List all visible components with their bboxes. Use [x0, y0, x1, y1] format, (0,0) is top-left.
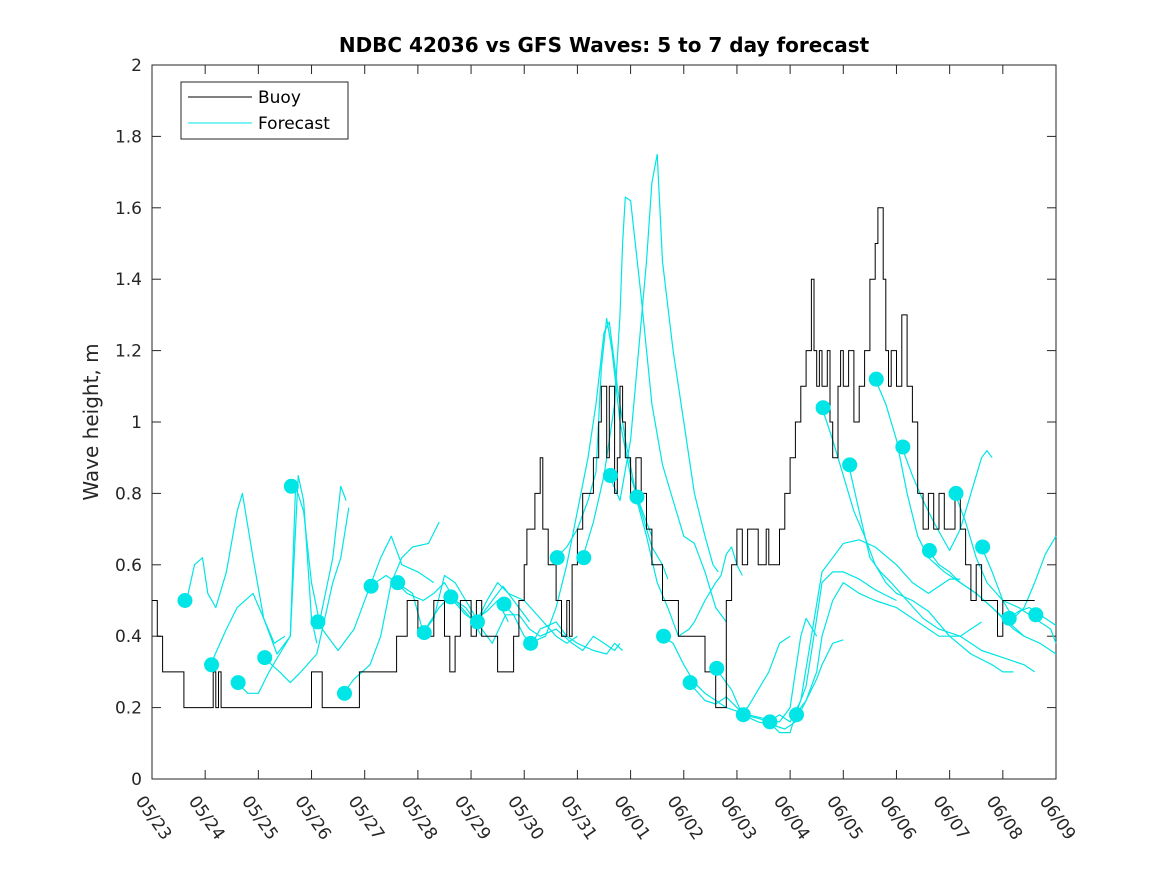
buoy-series-group	[152, 207, 1035, 709]
forecast-marker	[1028, 607, 1044, 623]
forecast-marker	[416, 625, 432, 641]
forecast-marker	[762, 714, 778, 730]
forecast-marker	[602, 468, 618, 484]
forecast-marker	[656, 628, 672, 644]
y-tick-label: 1.4	[115, 270, 142, 290]
forecast-marker	[496, 596, 512, 612]
forecast-marker	[629, 489, 645, 505]
forecast-line	[927, 550, 1057, 655]
forecast-marker	[230, 675, 246, 691]
forecast-marker	[443, 589, 459, 605]
y-tick-label: 0.8	[115, 484, 142, 504]
y-axis-label: Wave height, m	[79, 343, 103, 500]
y-tick-label: 0.2	[115, 699, 142, 719]
chart-title: NDBC 42036 vs GFS Waves: 5 to 7 day fore…	[339, 33, 870, 57]
forecast-marker	[788, 707, 804, 723]
forecast-line	[555, 317, 669, 580]
forecast-marker	[310, 614, 326, 630]
forecast-marker	[735, 707, 751, 723]
forecast-line	[316, 535, 435, 652]
forecast-marker	[682, 675, 698, 691]
forecast-marker	[283, 478, 299, 494]
forecast-marker	[576, 550, 592, 566]
forecast-marker	[842, 457, 858, 473]
y-tick-label: 0.6	[115, 556, 142, 576]
forecast-marker	[921, 543, 937, 559]
forecast-marker	[257, 650, 273, 666]
forecast-line	[981, 535, 1057, 619]
forecast-marker	[363, 578, 379, 594]
y-tick-label: 1.6	[115, 199, 142, 219]
forecast-line	[396, 574, 509, 634]
forecast-markers-group	[177, 371, 1044, 730]
forecast-marker	[177, 593, 193, 608]
y-axis: 0 0.2 0.4 0.6 0.8 1 1.2 1.4 1.6 1.8 2	[115, 56, 1056, 790]
forecast-marker	[709, 660, 725, 676]
forecast-marker	[549, 550, 565, 566]
forecast-marker	[948, 485, 964, 501]
forecast-marker	[895, 439, 911, 455]
legend-label-forecast: Forecast	[258, 114, 330, 134]
y-tick-label: 2	[131, 56, 142, 76]
forecast-marker	[1001, 610, 1017, 626]
forecast-line	[794, 582, 982, 716]
forecast-marker	[204, 657, 220, 673]
forecast-line	[1007, 607, 1057, 626]
forecast-marker	[469, 614, 485, 630]
legend-box	[180, 81, 349, 140]
forecast-marker	[868, 371, 884, 387]
forecast-line	[263, 507, 350, 684]
forecast-marker	[336, 685, 352, 701]
y-tick-label: 1	[131, 413, 142, 433]
y-tick-label: 0.4	[115, 627, 142, 647]
y-tick-label: 1.2	[115, 342, 142, 362]
forecast-line	[635, 496, 743, 637]
y-tick-label: 1.8	[115, 127, 142, 147]
y-tick-label: 0	[131, 770, 142, 790]
forecast-line	[475, 614, 621, 652]
forecast-marker	[523, 635, 539, 651]
buoy-line	[152, 207, 1035, 709]
forecast-line	[608, 153, 719, 573]
legend-label-buoy: Buoy	[258, 88, 301, 108]
forecast-marker	[815, 400, 831, 416]
forecast-marker	[975, 539, 991, 555]
forecast-line	[821, 407, 1014, 673]
legend: Buoy Forecast	[180, 81, 349, 140]
forecast-marker	[390, 575, 406, 591]
forecast-line	[582, 196, 727, 623]
forecast-line	[848, 464, 1036, 673]
